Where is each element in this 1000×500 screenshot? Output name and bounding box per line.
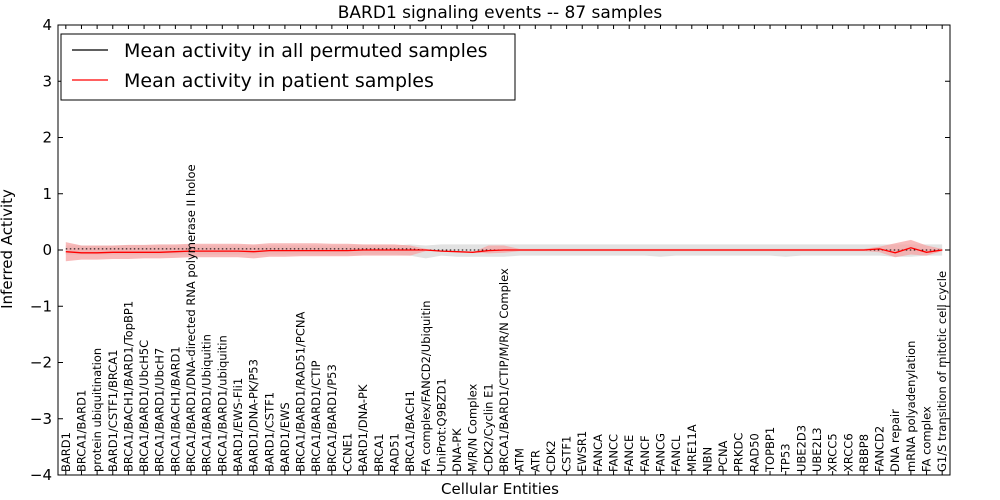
x-tick-label: M/R/N Complex	[466, 383, 480, 472]
x-tick-label: mRNA polyadenylation	[904, 341, 918, 472]
x-tick-label: protein ubiquitination	[90, 348, 104, 472]
legend-box	[60, 33, 516, 101]
x-tick-label: PCNA	[716, 440, 730, 472]
x-tick-label: BARD1/DNA-PK/P53	[247, 359, 261, 472]
x-tick-label: CDK2	[544, 440, 558, 472]
x-tick-label: BRCA1/BARD1/Ubiquitin	[200, 334, 214, 472]
x-tick-label: BRCA1/BARD1	[74, 390, 88, 472]
y-tick-label: 1	[42, 185, 52, 203]
x-tick-label: ATR	[528, 450, 542, 472]
y-tick-label: 3	[42, 72, 52, 90]
y-tick-label: −4	[30, 466, 52, 484]
x-tick-label: DNA repair	[888, 409, 902, 472]
x-tick-label: UniProt:Q9BZD1	[434, 378, 448, 472]
line-patient	[65, 247, 943, 254]
legend-label-patient: Mean activity in patient samples	[124, 70, 434, 92]
x-tick-label: FA complex/FANCD2/Ubiquitin	[419, 301, 433, 472]
x-tick-label: BRCA1/BARD1/UbcH7	[153, 348, 167, 472]
x-tick-label: XRCC5	[826, 433, 840, 472]
plot-frame	[57, 24, 951, 476]
y-tick-label: 2	[42, 129, 52, 147]
x-tick-label: FANCF	[638, 435, 652, 472]
x-tick-label: FANCE	[622, 435, 636, 472]
x-tick-label: BRCA1	[372, 433, 386, 472]
y-axis-ticks: −4 −3 −2 −1 0 1 2 3 4	[30, 16, 950, 484]
x-tick-label: UBE2L3	[810, 427, 824, 472]
x-tick-label: XRCC6	[841, 433, 855, 472]
x-tick-label: G1/S transition of mitotic cell cycle	[935, 271, 949, 472]
x-tick-label: CCNE1	[341, 433, 355, 472]
y-tick-label: 0	[42, 241, 52, 259]
x-tick-label: BRCA1/BARD1/UbcH5C	[137, 340, 151, 472]
x-tick-label: BRCA1/BACH1/BARD1/TopBP1	[121, 301, 135, 472]
x-tick-label: BRCA1/BARD1/RAD51/PCNA	[294, 311, 308, 472]
x-tick-label: ATM	[513, 448, 527, 472]
x-tick-label: BARD1/DNA-PK	[356, 384, 370, 472]
x-tick-label: RAD50	[747, 433, 761, 472]
x-tick-label: BRCA1/BARD1/CTIP/M/R/N Complex	[497, 268, 511, 472]
x-tick-label: BRCA1/BACH1/BARD1	[168, 346, 182, 472]
x-tick-label: PRKDC	[732, 433, 746, 472]
legend-label-permuted: Mean activity in all permuted samples	[124, 40, 487, 62]
x-tick-label: FANCA	[591, 434, 605, 472]
x-tick-label: BRCA1/BARD1/DNA-directed RNA polymerase …	[184, 164, 198, 472]
x-tick-label: BRCA1/BARD1/CTIP	[309, 360, 323, 472]
x-tick-label: FANCD2	[873, 426, 887, 472]
x-axis-ticks: BARD1 BRCA1/BARD1 protein ubiquitination BA…	[59, 25, 949, 475]
y-tick-label: −3	[30, 410, 52, 428]
x-tick-label: CSTF1	[560, 436, 574, 472]
y-tick-label: −2	[30, 354, 52, 372]
x-tick-label: FANCL	[669, 435, 683, 472]
x-tick-label: TP53	[779, 443, 793, 473]
x-tick-label: BARD1/EWS-Fli1	[231, 378, 245, 472]
x-tick-label: MRE11A	[685, 424, 699, 472]
x-tick-label: BRCA1/BACH1	[403, 390, 417, 472]
x-tick-label: RAD51	[387, 433, 401, 472]
x-tick-label: BARD1/CSTF1/BRCA1	[106, 350, 120, 472]
series-lines	[65, 247, 943, 254]
x-tick-label: NBN	[700, 447, 714, 472]
x-tick-label: BARD1/EWS	[278, 402, 292, 472]
chart-title: BARD1 signaling events -- 87 samples	[338, 3, 663, 23]
x-tick-label: BRCA1/BARD1/P53	[325, 364, 339, 472]
y-tick-label: 4	[42, 16, 52, 34]
y-tick-label: −1	[30, 297, 52, 315]
x-tick-label: FANCG	[653, 433, 667, 472]
x-tick-label: UBE2D3	[794, 425, 808, 472]
y-axis-label: Inferred Activity	[0, 189, 16, 309]
x-tick-label: CDK2/Cyclin E1	[481, 383, 495, 472]
x-tick-label: BRCA1/BARD1/ubiquitin	[215, 335, 229, 472]
x-tick-label: TOPBP1	[763, 427, 777, 473]
x-tick-label: FANCC	[607, 434, 621, 472]
legend: Mean activity in all permuted samples Me…	[60, 33, 516, 101]
x-tick-label: BARD1/CSTF1	[262, 392, 276, 472]
x-tick-label: FA complex	[920, 406, 934, 472]
x-tick-label: RBBP8	[857, 434, 871, 472]
x-tick-label: EWSR1	[575, 431, 589, 472]
x-tick-label: BARD1	[59, 432, 73, 472]
x-axis-label: Cellular Entities	[441, 480, 559, 498]
x-tick-label: DNA-PK	[450, 428, 464, 472]
